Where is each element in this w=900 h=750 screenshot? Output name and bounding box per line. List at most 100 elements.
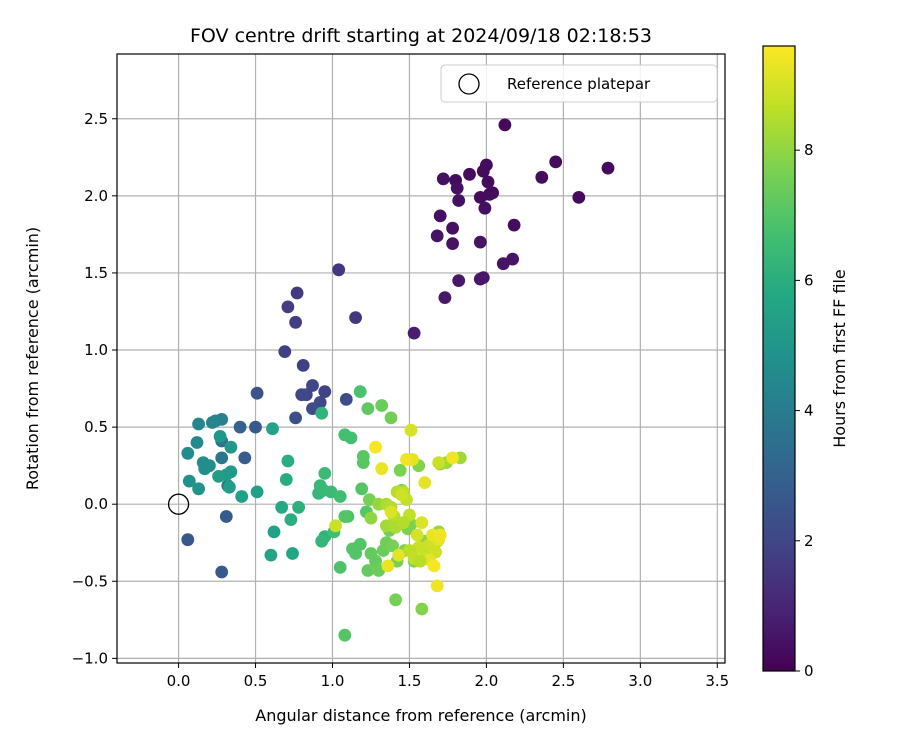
data-point — [281, 300, 295, 314]
data-point — [349, 311, 362, 324]
y-tick-label: 2.0 — [84, 187, 108, 205]
data-point — [278, 345, 292, 358]
data-point — [498, 118, 512, 132]
data-point — [413, 554, 427, 568]
y-axis-ticks: −1.0 −0.5 0.0 0.5 1.0 1.5 2.0 2.5 — [72, 110, 117, 667]
y-tick-label: 2.5 — [84, 110, 108, 128]
data-point — [266, 422, 279, 436]
data-point — [486, 186, 499, 200]
data-point — [224, 440, 238, 454]
data-point — [386, 539, 399, 553]
data-point — [463, 167, 476, 181]
legend: Reference platepar — [440, 64, 718, 103]
data-point — [496, 257, 510, 271]
data-point — [296, 359, 310, 372]
data-point — [250, 485, 264, 499]
y-tick-label: 0.0 — [84, 495, 108, 513]
data-point — [315, 406, 329, 420]
chart-title: FOV centre drift starting at 2024/09/18 … — [190, 25, 652, 47]
data-point — [233, 420, 247, 434]
data-point — [389, 593, 402, 607]
data-point — [446, 451, 459, 465]
data-point — [267, 525, 281, 539]
legend-reference-marker — [458, 73, 480, 95]
y-tick-label: 1.5 — [84, 264, 108, 282]
data-point — [432, 456, 446, 469]
plot-frame — [116, 53, 726, 664]
data-point — [181, 533, 195, 547]
y-tick-label: −0.5 — [72, 572, 108, 590]
data-point — [315, 534, 329, 548]
data-point — [572, 191, 586, 204]
data-point — [284, 513, 298, 526]
data-point — [507, 218, 521, 232]
data-point — [339, 393, 353, 406]
legend-label: Reference platepar — [507, 75, 651, 93]
data-point — [333, 490, 347, 503]
data-point — [212, 470, 226, 483]
data-point — [286, 547, 299, 560]
data-point — [219, 510, 233, 523]
data-point — [393, 463, 407, 477]
data-point — [289, 315, 302, 329]
data-point — [353, 537, 367, 551]
data-point — [404, 423, 418, 437]
data-point — [473, 272, 487, 286]
data-point — [292, 500, 305, 514]
y-axis-label: Rotation from reference (arcmin) — [23, 227, 42, 490]
data-point — [418, 476, 432, 489]
data-point — [250, 386, 264, 400]
colorbar-ticks: 0 2 4 6 8 — [795, 141, 814, 680]
colorbar-tick-label: 8 — [804, 141, 814, 159]
data-point — [361, 402, 375, 415]
data-point — [446, 237, 459, 251]
data-point — [430, 579, 444, 593]
data-point — [384, 411, 398, 425]
data-point — [223, 480, 236, 494]
data-point — [264, 548, 278, 562]
data-point — [190, 436, 204, 449]
data-point — [182, 474, 196, 488]
colorbar-tick-label: 6 — [804, 271, 814, 289]
colorbar-tick-label: 4 — [804, 402, 814, 420]
data-point — [306, 379, 319, 392]
data-point — [295, 388, 309, 402]
data-point — [415, 516, 429, 530]
data-point — [192, 482, 206, 496]
data-point — [338, 628, 352, 642]
data-point — [289, 411, 302, 425]
data-point — [215, 451, 229, 465]
data-point — [433, 528, 447, 542]
data-point — [238, 451, 252, 465]
data-point — [535, 170, 549, 184]
data-point — [381, 559, 395, 573]
x-tick-label: 0.0 — [167, 672, 191, 690]
colorbar-tick-label: 2 — [804, 532, 814, 550]
x-tick-label: 1.0 — [321, 672, 345, 690]
data-point — [601, 161, 615, 175]
data-point — [438, 291, 452, 304]
x-tick-label: 2.5 — [551, 672, 575, 690]
data-point — [396, 516, 410, 530]
data-point — [318, 385, 332, 398]
data-point — [452, 274, 466, 287]
data-point — [353, 385, 367, 398]
grid-lines — [117, 54, 725, 663]
data-points — [181, 118, 615, 642]
x-tick-label: 3.5 — [705, 672, 729, 690]
legend-box — [440, 64, 718, 103]
data-point — [192, 417, 206, 431]
x-tick-label: 0.5 — [244, 672, 268, 690]
data-point — [275, 500, 289, 514]
data-point — [375, 399, 389, 412]
data-point — [213, 430, 227, 443]
y-tick-label: 0.5 — [84, 418, 108, 436]
data-point — [318, 467, 332, 480]
x-tick-label: 2.0 — [474, 672, 498, 690]
data-point — [384, 505, 398, 519]
data-point — [415, 602, 429, 616]
data-point — [356, 450, 370, 463]
reference-platepar-marker — [167, 493, 190, 515]
